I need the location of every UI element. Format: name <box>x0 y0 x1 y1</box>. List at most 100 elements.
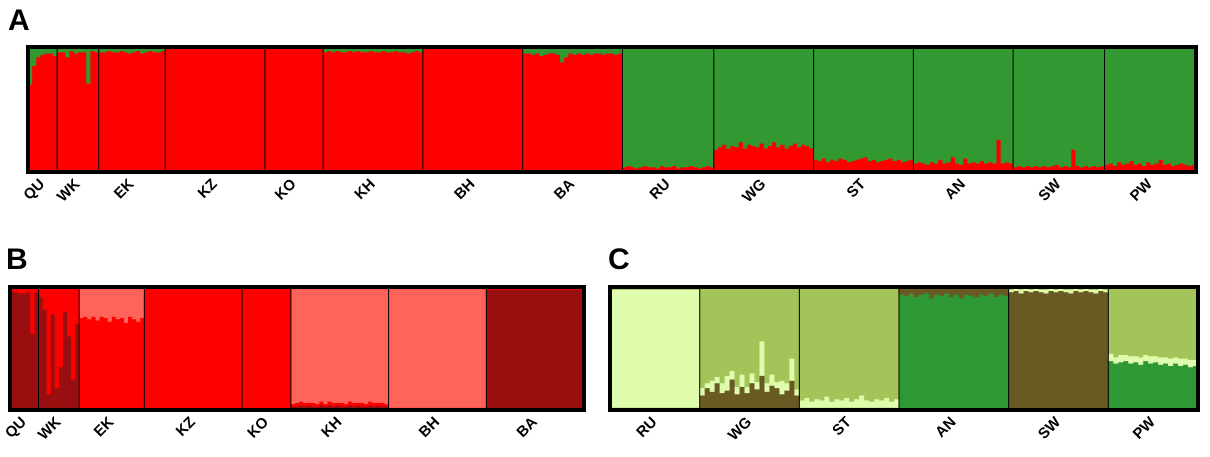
ancestry-bar <box>242 288 247 411</box>
ancestry-bar <box>792 47 798 144</box>
ancestry-bar <box>14 291 19 411</box>
ancestry-bar <box>400 287 406 408</box>
ancestry-bar <box>928 287 935 299</box>
population-wg <box>699 287 800 411</box>
ancestry-bar <box>306 47 312 173</box>
ancestry-bar <box>749 287 756 374</box>
ancestry-bar <box>1137 163 1143 173</box>
ancestry-bar <box>102 47 108 53</box>
ancestry-bar <box>609 47 615 54</box>
ancestry-bar <box>1178 358 1184 367</box>
ancestry-bar <box>784 47 790 149</box>
ancestry-bar <box>821 47 827 159</box>
ancestry-bar <box>299 287 304 402</box>
ancestry-bar <box>1183 47 1189 165</box>
ancestry-bar <box>115 47 121 53</box>
ancestry-bar <box>417 287 422 408</box>
ancestry-bar <box>83 287 88 317</box>
ancestry-bar <box>584 53 590 173</box>
plot-frame <box>8 285 586 412</box>
ancestry-bar <box>834 398 840 408</box>
ancestry-bar <box>1008 289 1015 293</box>
ancestry-bar <box>824 396 830 408</box>
ancestry-bar <box>1028 289 1035 293</box>
ancestry-bar <box>46 394 52 411</box>
ancestry-bar <box>177 48 183 173</box>
ancestry-bar <box>1013 290 1020 411</box>
ancestry-bar <box>744 287 751 387</box>
ancestry-bar <box>559 289 565 411</box>
ancestry-bar <box>364 287 369 405</box>
ancestry-bar <box>506 289 512 411</box>
ancestry-bar <box>156 52 162 173</box>
ancestry-bar <box>360 287 365 403</box>
ancestry-bar <box>380 287 386 403</box>
ancestry-bar <box>567 289 573 411</box>
ancestry-bar <box>918 287 925 295</box>
ancestry-bar <box>619 289 626 408</box>
ancestry-bar <box>421 287 426 408</box>
ancestry-bar <box>879 287 885 401</box>
ancestry-bar <box>568 53 574 173</box>
ancestry-bar <box>152 52 158 173</box>
population-wk <box>57 47 100 173</box>
ancestry-bar <box>699 395 706 411</box>
population-label: SW <box>1035 413 1065 443</box>
ancestry-bar <box>639 289 646 408</box>
ancestry-bar <box>555 47 561 55</box>
ancestry-bar <box>62 311 68 411</box>
ancestry-bar <box>609 53 615 173</box>
ancestry-bar <box>410 47 416 53</box>
ancestry-bar <box>168 288 174 411</box>
ancestry-bar <box>227 48 233 173</box>
ancestry-bar <box>531 289 536 411</box>
ancestry-bar <box>1033 165 1039 173</box>
ancestry-bar <box>842 159 848 173</box>
ancestry-bar <box>373 52 378 173</box>
ancestry-bar <box>57 47 62 53</box>
ancestry-bar <box>384 403 390 407</box>
ancestry-bar <box>351 402 357 407</box>
ancestry-bar <box>77 47 83 53</box>
ancestry-bar <box>709 380 716 392</box>
ancestry-bar <box>1053 291 1060 411</box>
ancestry-bar <box>1188 287 1194 360</box>
ancestry-bar <box>418 47 424 53</box>
ancestry-bar <box>630 47 636 168</box>
ancestry-bar <box>136 47 141 52</box>
population-an <box>913 47 1014 173</box>
ancestry-bar <box>1183 164 1189 173</box>
ancestry-bar <box>626 47 632 167</box>
ancestry-bar <box>884 47 890 160</box>
ancestry-bar <box>115 52 121 173</box>
ancestry-bar <box>161 50 166 173</box>
ancestry-bar <box>680 167 686 173</box>
ancestry-bar <box>115 287 121 320</box>
ancestry-bar <box>1188 359 1194 368</box>
ancestry-bar <box>197 288 202 411</box>
ancestry-bar <box>749 373 756 384</box>
ancestry-bar <box>938 159 944 173</box>
ancestry-bar <box>874 287 880 400</box>
ancestry-bar <box>704 387 711 411</box>
ancestry-bar <box>422 48 428 173</box>
ancestry-bar <box>252 48 258 173</box>
ancestry-bar <box>215 48 220 173</box>
ancestry-bar <box>575 289 581 411</box>
ancestry-bar <box>779 380 785 395</box>
ancestry-bar <box>849 287 855 402</box>
ancestry-bar <box>180 288 186 411</box>
ancestry-bar <box>830 159 835 173</box>
ancestry-bar <box>1125 47 1131 164</box>
ancestry-bar <box>90 50 96 173</box>
ancestry-bar <box>921 47 927 164</box>
ancestry-bar <box>307 405 312 411</box>
ancestry-bar <box>52 55 58 173</box>
ancestry-bar <box>622 47 628 168</box>
ancestry-bar <box>551 289 557 411</box>
ancestry-bar <box>502 289 508 411</box>
ancestry-bar <box>1128 363 1134 411</box>
ancestry-bar <box>144 52 150 173</box>
ancestry-bar <box>1000 47 1006 164</box>
ancestry-bar <box>863 157 869 173</box>
